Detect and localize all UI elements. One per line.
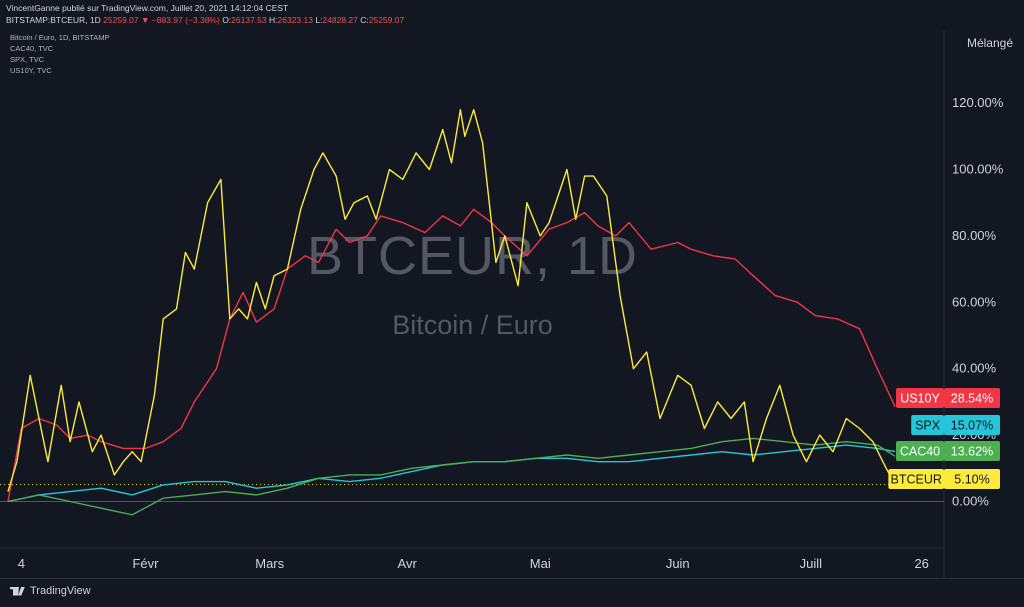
x-tick-label: Mars	[255, 556, 284, 571]
series-tag-value-bg	[944, 469, 1000, 489]
series-tag-value-bg	[944, 441, 1000, 461]
series-tag-value: 13.62%	[951, 445, 993, 459]
series-tag-name-bg	[888, 469, 944, 489]
series-tag-value-bg	[944, 388, 1000, 408]
open-label: O:	[222, 15, 232, 25]
series-tag-name-bg	[896, 388, 944, 408]
series-tag-btceur: BTCEUR 5.10%	[888, 469, 1000, 489]
symbol-quote: BITSTAMP:BTCEUR, 1D 25259.07 ▼ −883.97 (…	[6, 15, 404, 25]
footer-bar: TradingView	[0, 578, 1024, 607]
close-value: 25259.07	[368, 15, 405, 25]
series-tag-cac40: CAC40 13.62%	[896, 441, 1000, 461]
scale-mode-button[interactable]: Mélangé	[966, 36, 1013, 50]
series-tag-spx: SPX 15.07%	[911, 415, 1000, 435]
open-value: 26137.53	[231, 15, 267, 25]
legend-item-btceur[interactable]: Bitcoin / Euro, 1D, BITSTAMP	[10, 33, 110, 42]
series-tag-value: 5.10%	[954, 473, 989, 487]
series-line-spx	[7, 444, 896, 503]
x-tick-label: Avr	[398, 556, 418, 571]
y-tick-label: 60.00%	[952, 294, 997, 309]
brand-name: TradingView	[30, 585, 91, 597]
legend-item-spx[interactable]: SPX, TVC	[10, 55, 45, 64]
series-tag-name: US10Y	[900, 392, 940, 406]
tradingview-logo[interactable]: TradingView	[10, 585, 91, 597]
series-tag-us10y: US10Y 28.54%	[896, 388, 1000, 408]
high-value: 26323.13	[277, 15, 313, 25]
watermark-symbol: BTCEUR, 1D	[306, 226, 639, 286]
last-price: 25259.07	[103, 15, 139, 25]
y-tick-label: 40.00%	[952, 361, 997, 376]
y-tick-label: 100.00%	[952, 161, 1004, 176]
series-line-btceur	[7, 108, 896, 492]
price-change: ▼ −883.97 (−3.38%)	[140, 15, 220, 25]
y-tick-label: 120.00%	[952, 95, 1004, 110]
x-tick-label: 4	[18, 556, 25, 571]
series-tag-name: SPX	[915, 419, 941, 433]
tradingview-logo-icon	[10, 586, 25, 596]
publication-info: VincentGanne publié sur TradingView.com,…	[6, 3, 289, 13]
y-tick-label: 0.00%	[952, 494, 989, 509]
low-value: 24828.27	[322, 15, 358, 25]
legend-item-us10y[interactable]: US10Y, TVC	[10, 66, 52, 75]
series-line-cac40	[7, 437, 896, 516]
x-tick-label: Juill	[800, 556, 823, 571]
y-tick-label: 80.00%	[952, 228, 997, 243]
x-tick-label: Juin	[666, 556, 690, 571]
symbol-name[interactable]: BITSTAMP:BTCEUR, 1D	[6, 15, 101, 25]
series-tag-value: 28.54%	[951, 392, 993, 406]
watermark-name: Bitcoin / Euro	[392, 310, 553, 340]
series-tag-value: 15.07%	[951, 419, 993, 433]
x-tick-label: 26	[914, 556, 928, 571]
x-tick-label: Févr	[132, 556, 159, 571]
legend-item-cac40[interactable]: CAC40, TVC	[10, 44, 54, 53]
close-label: C:	[360, 15, 369, 25]
low-label: L:	[315, 15, 323, 25]
series-line-us10y	[7, 208, 896, 502]
x-tick-label: Mai	[530, 556, 551, 571]
high-label: H:	[269, 15, 278, 25]
series-tag-name: CAC40	[900, 445, 940, 459]
series-tag-value-bg	[944, 415, 1000, 435]
series-tag-name: BTCEUR	[890, 473, 941, 487]
price-chart[interactable]: 120.00%100.00%80.00%60.00%40.00%20.00%0.…	[0, 0, 1024, 578]
series-tag-name-bg	[911, 415, 944, 435]
series-tag-name-bg	[896, 441, 944, 461]
